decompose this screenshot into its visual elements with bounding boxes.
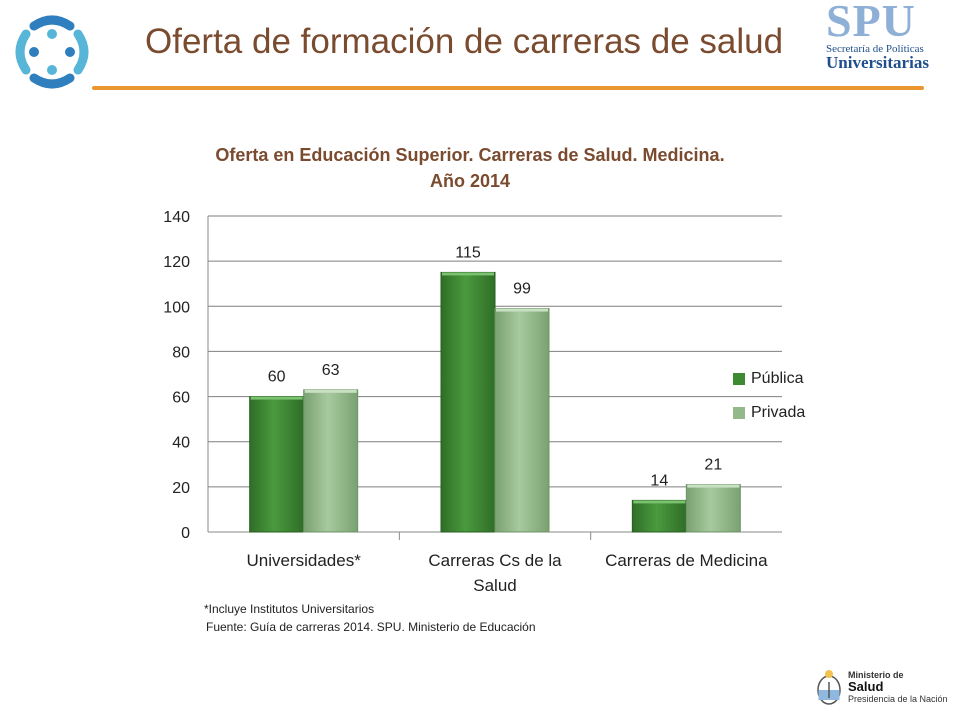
x-category-label-2-0: Carreras de Medicina <box>605 551 768 570</box>
y-tick-label-140: 140 <box>163 209 190 226</box>
spu-logo-mark: SPU <box>826 0 916 46</box>
chart-title-line-2: Año 2014 <box>429 171 511 191</box>
bar-privada-0 <box>303 389 359 533</box>
y-tick-label-80: 80 <box>172 344 190 361</box>
bar-top-pública-1 <box>442 272 494 276</box>
legend-item-publica: Pública <box>733 362 805 396</box>
data-label-pública-2: 14 <box>650 472 668 489</box>
ministerio-line2: Salud <box>848 679 884 694</box>
footnote-institutos: *Incluye Institutos Universitarios <box>204 602 375 616</box>
circular-people-logo-icon <box>15 15 89 89</box>
bar-top-pública-0 <box>250 396 303 400</box>
bar-pública-0 <box>249 396 305 533</box>
legend-label-privada: Privada <box>751 404 806 421</box>
bar-top-pública-2 <box>633 500 686 504</box>
spu-logo-line2: Universitarias <box>826 53 929 72</box>
y-tick-label-20: 20 <box>172 480 190 497</box>
legend-item-privada: Privada <box>733 396 805 430</box>
bar-top-privada-0 <box>304 389 357 393</box>
bar-pública-2 <box>631 499 687 533</box>
ministerio-line3: Presidencia de la Nación <box>848 694 948 704</box>
data-label-privada-2: 21 <box>704 457 722 474</box>
x-category-label-0-0: Universidades* <box>246 551 361 570</box>
legend-label-publica: Pública <box>751 370 804 387</box>
page-title: Oferta de formación de carreras de salud <box>145 22 784 61</box>
y-tick-label-100: 100 <box>163 299 190 316</box>
chart-title: Oferta en Educación Superior. Carreras d… <box>150 142 790 194</box>
spu-logo: SPU Secretaría de Políticas Universitari… <box>822 0 960 76</box>
data-label-privada-1: 99 <box>513 281 531 298</box>
y-tick-label-40: 40 <box>172 435 190 452</box>
footnote-fuente: Fuente: Guía de carreras 2014. SPU. Mini… <box>206 620 536 634</box>
y-tick-label-120: 120 <box>163 254 190 271</box>
data-label-pública-0: 60 <box>268 369 286 386</box>
chart-title-line-1: Oferta en Educación Superior. Carreras d… <box>215 145 725 165</box>
bar-pública-1 <box>440 271 496 533</box>
x-category-label-1-0: Carreras Cs de la <box>428 551 562 570</box>
x-category-label-1-1: Salud <box>473 576 516 595</box>
data-label-pública-1: 115 <box>455 244 481 261</box>
argentina-seal-icon <box>817 670 841 705</box>
bar-privada-2 <box>685 484 741 533</box>
ministerio-line1: Ministerio de <box>848 670 904 680</box>
bar-top-privada-2 <box>687 484 740 488</box>
legend-swatch-privada <box>733 407 745 419</box>
chart-legend: Pública Privada <box>733 362 805 430</box>
title-underline <box>92 86 924 90</box>
bar-top-privada-1 <box>496 308 548 312</box>
data-label-privada-0: 63 <box>322 362 340 379</box>
bar-privada-1 <box>494 308 550 533</box>
legend-swatch-publica <box>733 373 745 385</box>
y-tick-label-0: 0 <box>181 525 190 542</box>
y-tick-label-60: 60 <box>172 390 190 407</box>
ministerio-salud-logo: Ministerio de Salud Presidencia de la Na… <box>814 664 960 720</box>
spu-logo-line1: Secretaría de Políticas <box>826 43 924 55</box>
